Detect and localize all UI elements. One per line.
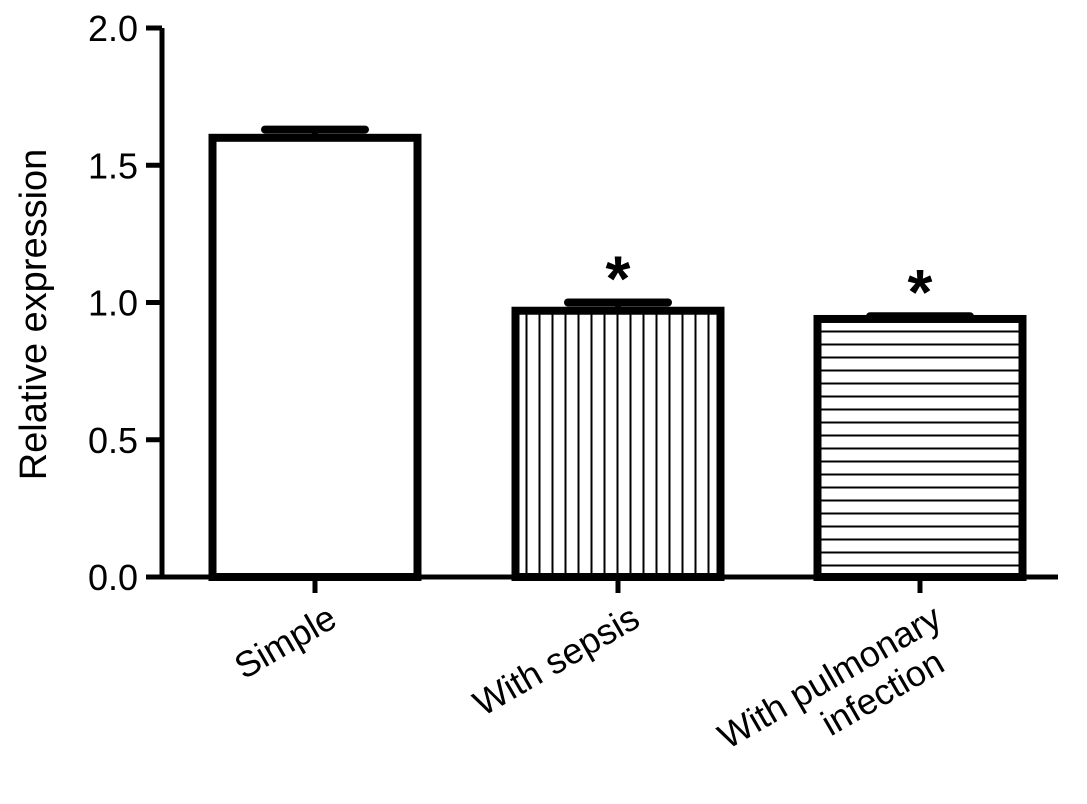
significance-marker-1: * xyxy=(606,243,631,315)
significance-marker-2: * xyxy=(908,256,933,328)
category-label-2: With pulmonaryinfection xyxy=(711,596,968,791)
y-tick-label: 2.0 xyxy=(88,8,138,49)
category-label-1: With sepsis xyxy=(466,596,646,724)
y-tick-label: 1.0 xyxy=(88,283,138,324)
category-label-0: Simple xyxy=(227,596,343,687)
category-label-line: With sepsis xyxy=(466,596,646,724)
y-tick-label: 0.0 xyxy=(88,557,138,598)
y-tick-label: 1.5 xyxy=(88,145,138,186)
bar-0 xyxy=(208,133,422,582)
category-label-line: Simple xyxy=(227,596,343,687)
y-tick-label: 0.5 xyxy=(88,420,138,461)
bar-1 xyxy=(511,306,725,581)
bar-2 xyxy=(813,314,1027,581)
y-axis-title: Relative expression xyxy=(13,149,55,481)
bars xyxy=(208,125,1027,582)
